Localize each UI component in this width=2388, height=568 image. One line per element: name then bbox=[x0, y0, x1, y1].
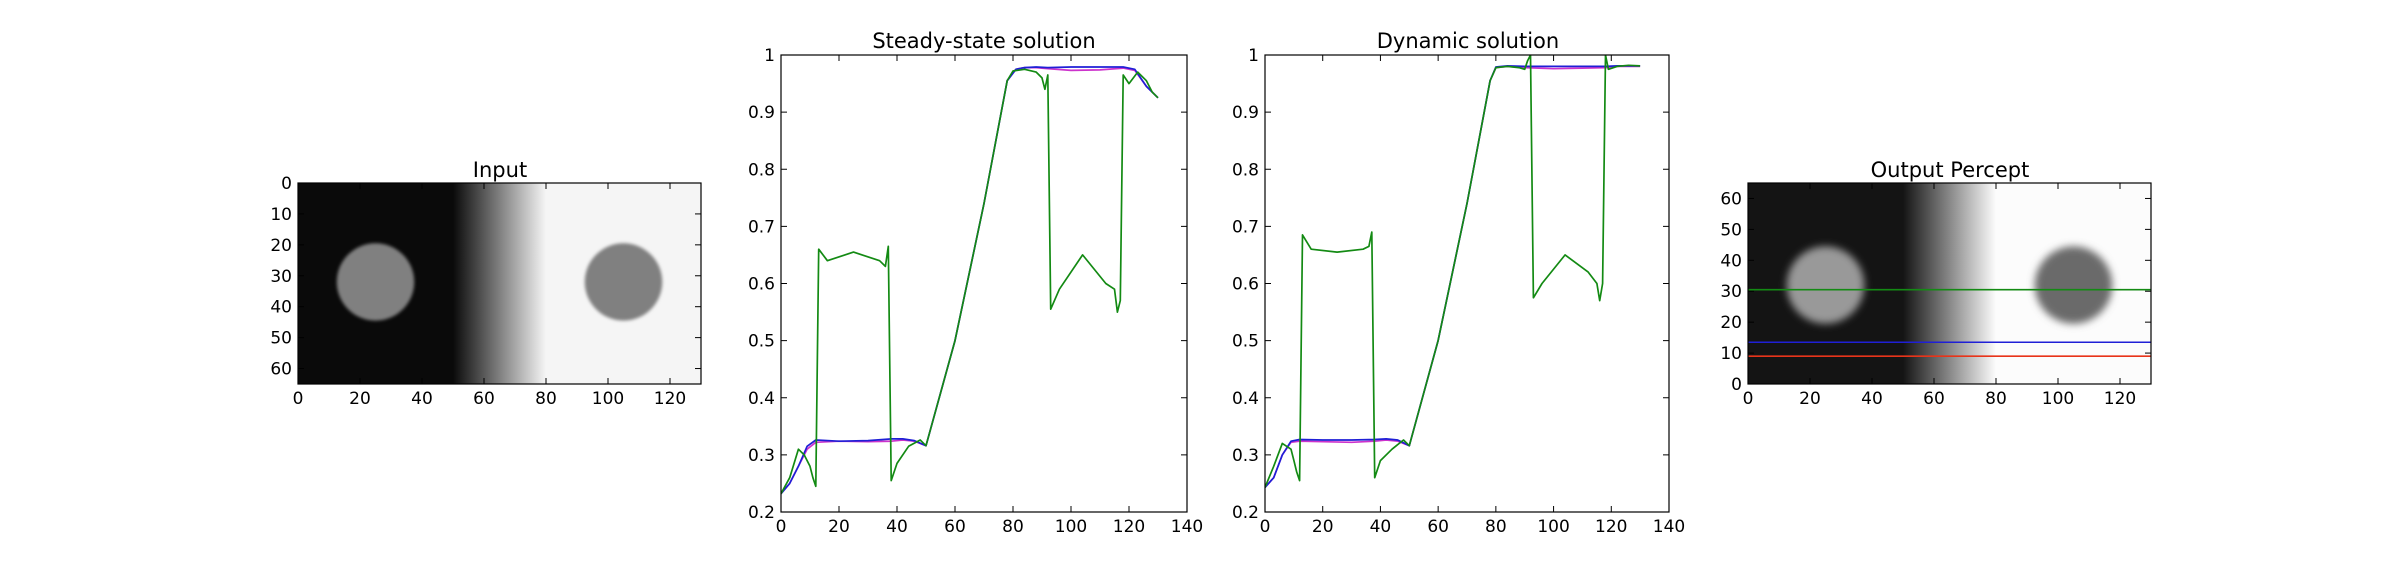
x-tick-label: 100 bbox=[1055, 517, 1087, 537]
y-tick-label: 40 bbox=[270, 298, 292, 318]
y-tick-label: 30 bbox=[1720, 282, 1742, 302]
y-tick-label: 0.2 bbox=[748, 503, 775, 523]
x-tick-label: 60 bbox=[944, 517, 966, 537]
x-tick-label: 0 bbox=[293, 389, 304, 409]
x-tick-label: 0 bbox=[1743, 389, 1754, 409]
panel-title-input: Input bbox=[473, 158, 527, 182]
y-tick-label: 0.9 bbox=[1232, 103, 1259, 123]
x-tick-label: 120 bbox=[654, 389, 686, 409]
y-tick-label: 40 bbox=[1720, 251, 1742, 271]
x-tick-label: 120 bbox=[1113, 517, 1145, 537]
y-tick-label: 60 bbox=[270, 360, 292, 380]
x-tick-label: 0 bbox=[776, 517, 787, 537]
y-tick-label: 0.5 bbox=[1232, 332, 1259, 352]
y-tick-label: 60 bbox=[1720, 189, 1742, 209]
series-line-blue bbox=[1265, 65, 1641, 488]
x-tick-label: 120 bbox=[1595, 517, 1627, 537]
x-tick-label: 40 bbox=[1861, 389, 1883, 409]
x-tick-label: 20 bbox=[1799, 389, 1821, 409]
panel-title-dynamic: Dynamic solution bbox=[1377, 29, 1559, 53]
axes-frame bbox=[1264, 54, 1670, 513]
y-tick-label: 20 bbox=[270, 236, 292, 256]
x-tick-label: 0 bbox=[1260, 517, 1271, 537]
panel-title-steady-state: Steady-state solution bbox=[872, 29, 1095, 53]
x-tick-label: 60 bbox=[1923, 389, 1945, 409]
x-tick-label: 100 bbox=[2042, 389, 2074, 409]
y-tick-label: 0.7 bbox=[1232, 217, 1259, 237]
x-tick-label: 40 bbox=[411, 389, 433, 409]
series-line-green bbox=[1265, 55, 1641, 488]
disk-1 bbox=[1786, 246, 1865, 324]
y-tick-label: 0.5 bbox=[748, 332, 775, 352]
x-tick-label: 80 bbox=[1002, 517, 1024, 537]
y-tick-label: 0.3 bbox=[1232, 446, 1259, 466]
y-tick-label: 1 bbox=[764, 46, 775, 66]
y-tick-label: 0 bbox=[281, 174, 292, 194]
y-tick-label: 10 bbox=[270, 205, 292, 225]
disk-2 bbox=[2034, 246, 2113, 324]
x-tick-label: 60 bbox=[473, 389, 495, 409]
y-tick-label: 0.4 bbox=[1232, 389, 1259, 409]
series-line-magenta bbox=[781, 66, 1159, 495]
x-tick-label: 40 bbox=[1370, 517, 1392, 537]
x-tick-label: 20 bbox=[349, 389, 371, 409]
y-tick-label: 0.3 bbox=[748, 446, 775, 466]
x-tick-label: 100 bbox=[592, 389, 624, 409]
x-tick-label: 20 bbox=[828, 517, 850, 537]
panel-output-percept: Output Percept 0 20 40 60 80 100 120 0 10 20 30 40 5… bbox=[1720, 158, 2152, 409]
disk-2 bbox=[584, 243, 663, 321]
x-tick-label: 20 bbox=[1312, 517, 1334, 537]
x-tick-label: 120 bbox=[2104, 389, 2136, 409]
panel-steady-state: Steady-state solution 0 20 40 60 80 100 120 140… bbox=[748, 29, 1203, 537]
panel-title-output-percept: Output Percept bbox=[1871, 158, 2030, 182]
y-tick-label: 50 bbox=[1720, 220, 1742, 240]
y-tick-label: 0.9 bbox=[748, 103, 775, 123]
y-tick-label: 0 bbox=[1731, 375, 1742, 395]
x-tick-label: 100 bbox=[1537, 517, 1569, 537]
y-tick-label: 0.8 bbox=[748, 160, 775, 180]
x-tick-label: 140 bbox=[1653, 517, 1685, 537]
x-tick-label: 80 bbox=[535, 389, 557, 409]
y-tick-label: 50 bbox=[270, 329, 292, 349]
series-line-magenta bbox=[1265, 65, 1641, 488]
axes-frame bbox=[1747, 182, 2152, 385]
panel-dynamic: Dynamic solution 0 20 40 60 80 100 120 140 0.2 0.… bbox=[1232, 29, 1685, 537]
disk-1 bbox=[336, 243, 415, 321]
x-tick-label: 140 bbox=[1171, 517, 1203, 537]
y-tick-label: 0.4 bbox=[748, 389, 775, 409]
panel-input: Input 0 20 40 60 80 100 120 0 10 20 30 40 50 60 bbox=[270, 158, 702, 409]
x-tick-label: 60 bbox=[1427, 517, 1449, 537]
axes-frame bbox=[297, 182, 702, 385]
series-line-blue bbox=[781, 66, 1159, 495]
y-tick-label: 0.6 bbox=[748, 275, 775, 295]
y-tick-label: 10 bbox=[1720, 344, 1742, 364]
x-tick-label: 80 bbox=[1985, 389, 2007, 409]
y-tick-label: 1 bbox=[1248, 46, 1259, 66]
y-tick-label: 0.6 bbox=[1232, 275, 1259, 295]
axes-frame bbox=[780, 54, 1188, 513]
y-tick-label: 30 bbox=[270, 267, 292, 287]
x-tick-label: 80 bbox=[1485, 517, 1507, 537]
x-tick-label: 40 bbox=[886, 517, 908, 537]
y-tick-label: 0.7 bbox=[748, 217, 775, 237]
series-line-green bbox=[781, 68, 1159, 495]
y-tick-label: 0.8 bbox=[1232, 160, 1259, 180]
y-tick-label: 20 bbox=[1720, 313, 1742, 333]
y-tick-label: 0.2 bbox=[1232, 503, 1259, 523]
